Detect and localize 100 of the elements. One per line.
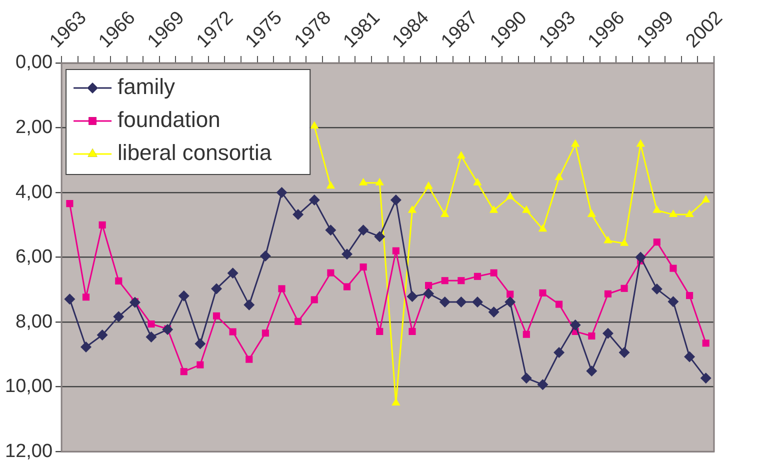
point xyxy=(98,221,106,228)
point xyxy=(341,248,352,260)
point xyxy=(473,178,482,186)
y-tick-label: 8,00 xyxy=(16,311,53,332)
y-tick-label: 4,00 xyxy=(16,182,53,203)
point xyxy=(439,296,450,308)
point xyxy=(423,288,434,300)
legend-label: foundation xyxy=(118,107,220,132)
point xyxy=(246,356,253,363)
point xyxy=(343,283,351,290)
point xyxy=(80,342,92,353)
point xyxy=(702,340,710,347)
y-tick-label: 10,00 xyxy=(5,376,53,398)
point xyxy=(96,330,108,341)
point xyxy=(668,296,679,308)
point xyxy=(538,224,548,232)
point xyxy=(390,194,402,206)
point xyxy=(554,347,565,358)
point xyxy=(700,372,712,384)
point xyxy=(522,205,531,213)
legend-label: liberal consortia xyxy=(118,140,272,166)
point xyxy=(636,139,645,147)
point xyxy=(194,338,206,350)
point xyxy=(520,372,532,384)
point xyxy=(425,282,432,290)
point xyxy=(441,277,448,284)
point xyxy=(620,238,629,246)
point xyxy=(211,283,222,294)
point xyxy=(178,290,190,302)
point xyxy=(180,368,188,376)
point xyxy=(260,250,271,262)
point xyxy=(456,296,467,308)
point xyxy=(212,312,220,320)
point xyxy=(325,224,336,236)
point xyxy=(229,328,236,336)
point xyxy=(146,331,157,342)
point xyxy=(571,139,580,147)
point xyxy=(506,290,514,298)
point xyxy=(66,200,74,208)
point xyxy=(327,269,334,276)
point xyxy=(115,277,122,284)
y-tick-label: 12,00 xyxy=(5,440,53,462)
point xyxy=(620,284,628,292)
point xyxy=(602,328,614,339)
point xyxy=(162,324,174,336)
point xyxy=(686,292,694,300)
point xyxy=(635,252,646,263)
point xyxy=(308,194,320,206)
point xyxy=(358,178,368,186)
point xyxy=(129,296,140,308)
point xyxy=(292,209,304,220)
point xyxy=(358,224,369,236)
point xyxy=(326,181,336,189)
point xyxy=(539,289,546,296)
point xyxy=(670,264,677,272)
point xyxy=(653,238,660,246)
point xyxy=(375,178,384,186)
point xyxy=(474,272,482,280)
y-tick-label: 0,00 xyxy=(16,52,53,74)
point xyxy=(440,210,450,218)
point xyxy=(456,150,466,158)
point xyxy=(490,269,498,276)
point xyxy=(113,311,124,322)
point xyxy=(684,351,696,362)
point xyxy=(82,294,90,301)
point xyxy=(262,330,269,337)
point xyxy=(702,194,710,202)
legend-label: family xyxy=(118,74,175,100)
point xyxy=(618,347,630,358)
point xyxy=(489,205,498,213)
point xyxy=(196,361,204,368)
point xyxy=(586,365,598,376)
point xyxy=(556,300,563,308)
point xyxy=(392,247,400,254)
point xyxy=(276,187,288,198)
point xyxy=(244,299,255,310)
point xyxy=(424,181,433,189)
point xyxy=(685,210,694,218)
point xyxy=(570,319,581,330)
point xyxy=(360,263,367,271)
point xyxy=(310,296,318,304)
point xyxy=(604,236,612,244)
point xyxy=(488,306,500,318)
point xyxy=(554,172,564,180)
point xyxy=(588,332,596,340)
point xyxy=(651,284,662,295)
point xyxy=(458,277,465,284)
point xyxy=(408,205,417,213)
point xyxy=(504,296,516,308)
point xyxy=(537,379,548,390)
point xyxy=(294,318,302,325)
point xyxy=(587,210,596,218)
point xyxy=(652,205,662,213)
point xyxy=(668,210,678,218)
point xyxy=(604,290,612,298)
point xyxy=(310,121,319,129)
point xyxy=(148,320,155,328)
point xyxy=(472,296,483,308)
point xyxy=(278,285,286,292)
point xyxy=(406,290,418,302)
